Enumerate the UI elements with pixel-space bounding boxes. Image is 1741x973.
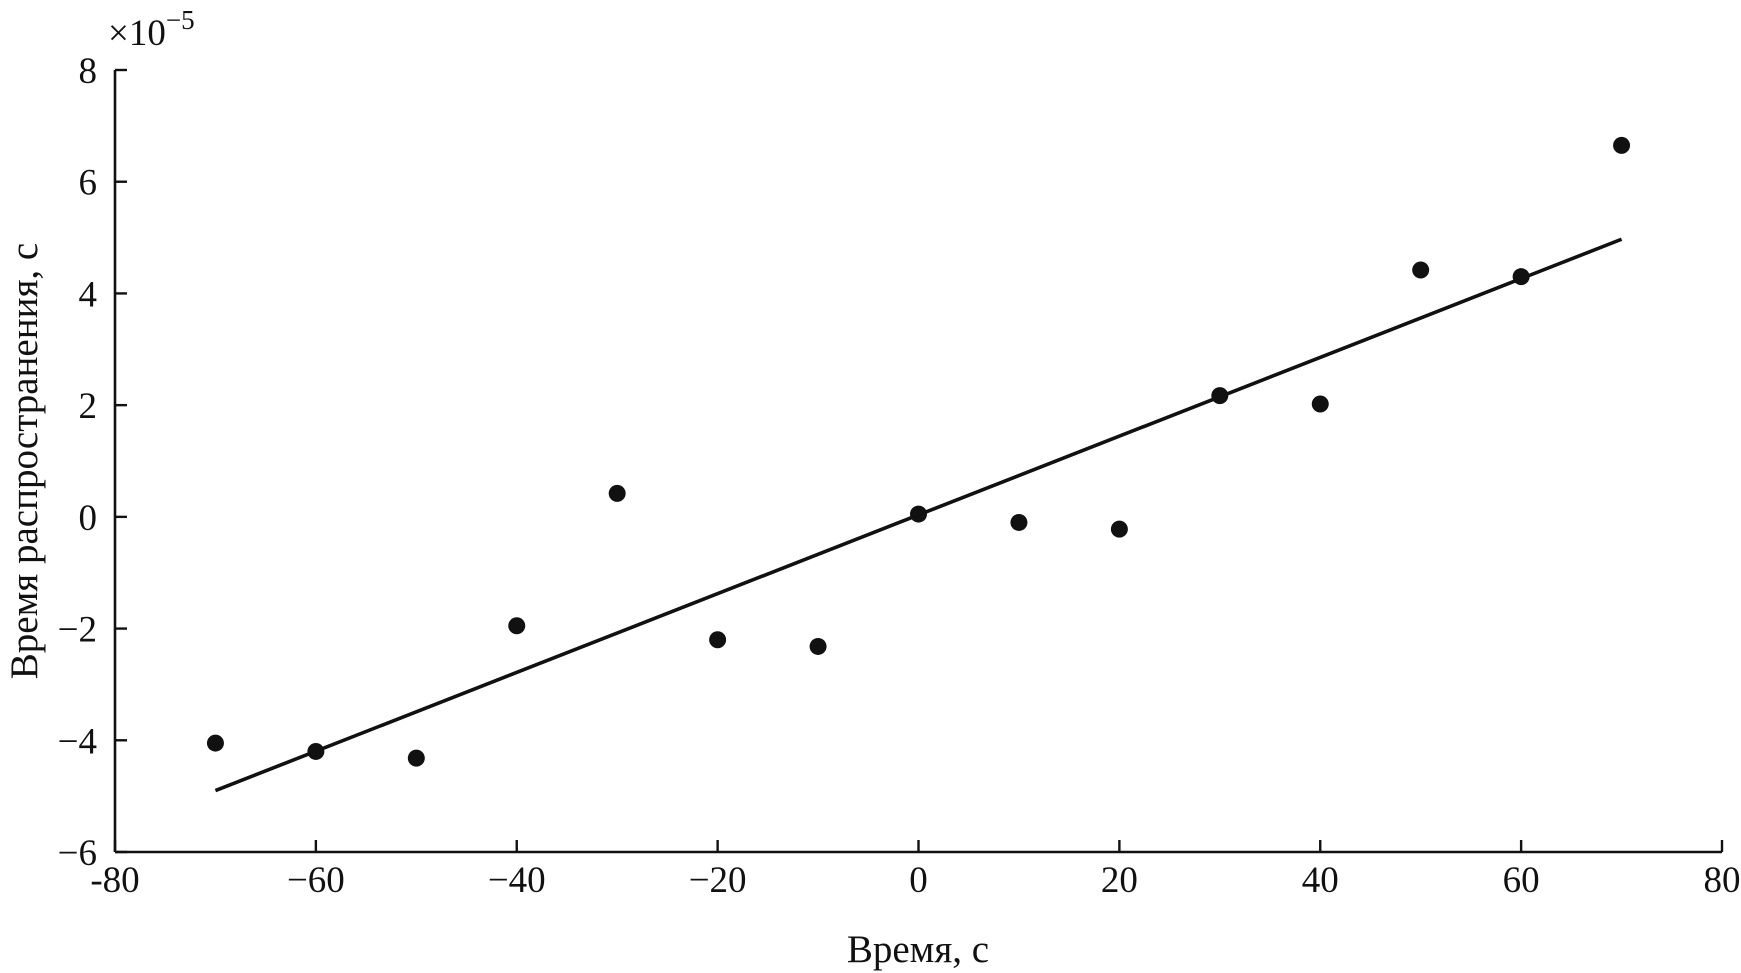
- x-tick-label: -80: [90, 860, 139, 901]
- x-tick-label: −20: [689, 860, 747, 901]
- x-tick-label: 60: [1503, 860, 1540, 901]
- y-tick-label: 6: [79, 163, 98, 204]
- data-point: [1311, 395, 1329, 413]
- data-point: [910, 505, 927, 523]
- y-scale-factor: ×10−5: [108, 5, 195, 54]
- data-point: [307, 742, 325, 760]
- data-point: [206, 734, 224, 752]
- data-point: [1211, 387, 1229, 405]
- data-point: [1110, 520, 1128, 538]
- x-axis-ticks: -80 −60 −40 −20 0 20 40 60 80: [90, 840, 1741, 901]
- x-tick-label: 40: [1302, 860, 1339, 901]
- x-tick-label: −60: [287, 860, 345, 901]
- scatter-series: [206, 136, 1631, 767]
- y-axis-ticks: −6 −4 −2 0 2 4 6 8: [58, 51, 127, 874]
- x-tick-label: −40: [488, 860, 546, 901]
- x-tick-label: 20: [1101, 860, 1138, 901]
- y-tick-label: −2: [58, 610, 97, 651]
- y-tick-label: −4: [58, 721, 97, 762]
- y-axis-label: Время распространения, с: [3, 243, 46, 679]
- y-scale-factor-base: ×10: [108, 13, 166, 54]
- data-point: [709, 631, 727, 649]
- y-tick-label: 4: [79, 274, 98, 315]
- data-point: [608, 484, 626, 502]
- data-point: [1512, 268, 1530, 286]
- data-point: [1613, 136, 1631, 154]
- data-point: [407, 749, 425, 767]
- y-tick-label: 2: [79, 386, 98, 427]
- y-scale-factor-exponent: −5: [166, 5, 195, 35]
- x-tick-label: 0: [909, 860, 928, 901]
- data-point: [1412, 261, 1430, 279]
- y-tick-label: 8: [79, 51, 98, 92]
- y-tick-label: −6: [58, 833, 97, 874]
- data-point: [508, 617, 526, 635]
- x-tick-label: 80: [1704, 860, 1741, 901]
- data-point: [1010, 513, 1028, 531]
- y-tick-label: 0: [79, 498, 98, 539]
- data-point: [809, 637, 827, 655]
- x-axis-label: Время, с: [847, 928, 989, 971]
